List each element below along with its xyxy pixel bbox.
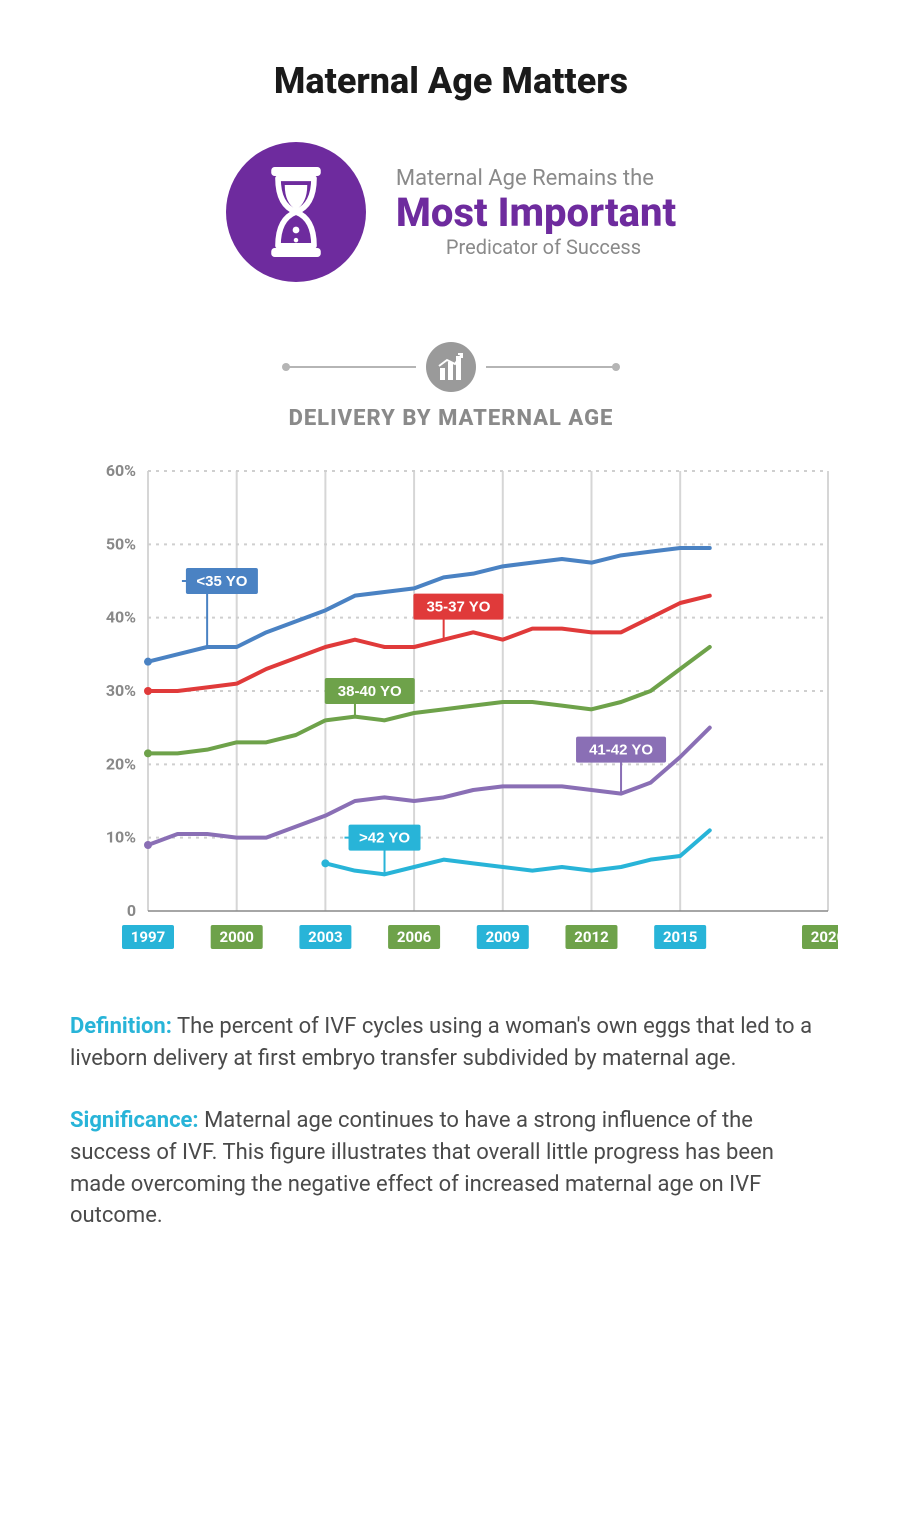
svg-text:0: 0: [127, 901, 136, 920]
significance-paragraph: Significance: Maternal age continues to …: [70, 1105, 832, 1233]
body-text: Definition: The percent of IVF cycles us…: [70, 1011, 832, 1232]
hero-text: Maternal Age Remains the Most Important …: [396, 166, 676, 259]
svg-text:50%: 50%: [106, 534, 136, 553]
svg-text:2000: 2000: [219, 928, 253, 946]
svg-text:40%: 40%: [106, 608, 136, 627]
svg-text:>42 YO: >42 YO: [359, 830, 410, 847]
line-chart: 0 10% 20% 30% 40% 50% 60% <35 YO 35-37 YO 38-40 Y…: [90, 461, 838, 961]
chart-title: DELIVERY BY MATERNAL AGE: [70, 406, 832, 431]
page-title: Maternal Age Matters: [70, 60, 832, 102]
definition-text: The percent of IVF cycles using a woman'…: [70, 1014, 812, 1071]
hourglass-icon: [226, 142, 366, 282]
svg-text:30%: 30%: [106, 681, 136, 700]
svg-text:20%: 20%: [106, 754, 136, 773]
definition-label: Definition:: [70, 1014, 172, 1039]
definition-paragraph: Definition: The percent of IVF cycles us…: [70, 1011, 832, 1075]
hero-row: Maternal Age Remains the Most Important …: [70, 142, 832, 282]
svg-text:2015: 2015: [663, 928, 697, 946]
svg-text:38-40 YO: 38-40 YO: [338, 683, 402, 700]
chart-container: 0 10% 20% 30% 40% 50% 60% <35 YO 35-37 YO 38-40 Y…: [90, 461, 832, 961]
divider-line-right: [486, 366, 616, 368]
svg-text:2003: 2003: [308, 928, 342, 946]
svg-text:10%: 10%: [106, 828, 136, 847]
section-divider: [70, 342, 832, 392]
svg-text:2012: 2012: [574, 928, 609, 946]
svg-text:35-37 YO: 35-37 YO: [426, 599, 490, 616]
svg-text:41-42 YO: 41-42 YO: [589, 742, 653, 759]
divider-line-left: [286, 366, 416, 368]
significance-label: Significance:: [70, 1108, 199, 1133]
svg-text:2006: 2006: [397, 928, 432, 946]
svg-text:2009: 2009: [486, 928, 520, 946]
svg-text:2020: 2020: [811, 928, 838, 946]
hero-line1: Maternal Age Remains the: [396, 166, 676, 191]
hero-line3: Predicator of Success: [446, 235, 676, 259]
chart-badge-icon: [426, 342, 476, 392]
hero-line2: Most Important: [396, 191, 676, 235]
svg-text:<35 YO: <35 YO: [196, 573, 247, 590]
svg-text:60%: 60%: [106, 461, 136, 480]
svg-text:1997: 1997: [131, 928, 165, 946]
